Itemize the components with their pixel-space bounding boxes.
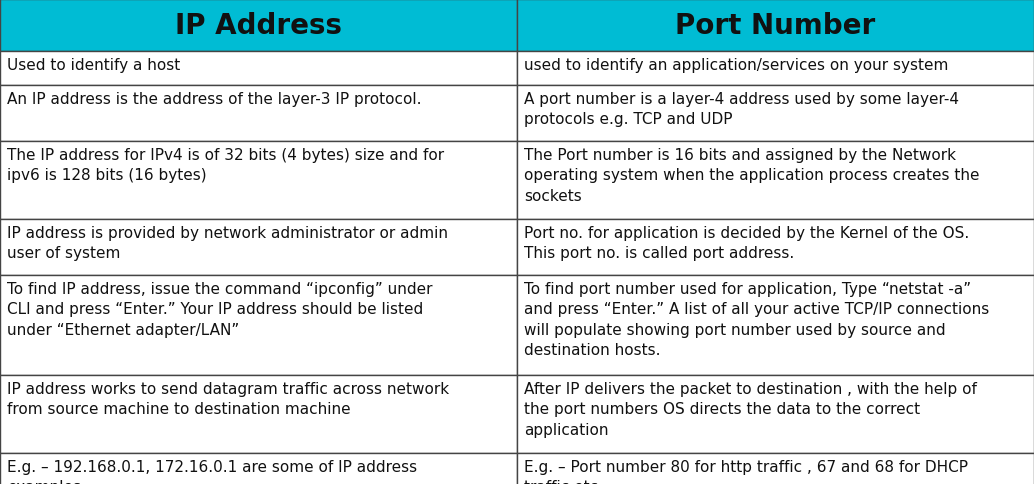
- Text: IP address works to send datagram traffic across network
from source machine to : IP address works to send datagram traffi…: [7, 381, 449, 417]
- Bar: [517, 0, 1034, 52]
- Text: IP Address: IP Address: [175, 12, 342, 40]
- Bar: [0, 375, 517, 453]
- Bar: [0, 453, 517, 484]
- Bar: [0, 86, 517, 142]
- Bar: [517, 52, 1034, 86]
- Text: A port number is a layer-4 address used by some layer-4
protocols e.g. TCP and U: A port number is a layer-4 address used …: [524, 92, 959, 127]
- Text: The Port number is 16 bits and assigned by the Network
operating system when the: The Port number is 16 bits and assigned …: [524, 148, 979, 203]
- Text: The IP address for IPv4 is of 32 bits (4 bytes) size and for
ipv6 is 128 bits (1: The IP address for IPv4 is of 32 bits (4…: [7, 148, 445, 183]
- Text: used to identify an application/services on your system: used to identify an application/services…: [524, 58, 948, 73]
- Text: E.g. – Port number 80 for http traffic , 67 and 68 for DHCP
traffic etc.: E.g. – Port number 80 for http traffic ,…: [524, 459, 968, 484]
- Bar: [0, 0, 517, 52]
- Bar: [0, 275, 517, 375]
- Bar: [0, 52, 517, 86]
- Bar: [517, 275, 1034, 375]
- Text: An IP address is the address of the layer-3 IP protocol.: An IP address is the address of the laye…: [7, 92, 422, 107]
- Bar: [0, 142, 517, 220]
- Text: Port Number: Port Number: [675, 12, 876, 40]
- Bar: [517, 453, 1034, 484]
- Text: Port no. for application is decided by the Kernel of the OS.
This port no. is ca: Port no. for application is decided by t…: [524, 226, 969, 261]
- Text: Used to identify a host: Used to identify a host: [7, 58, 180, 73]
- Bar: [517, 375, 1034, 453]
- Bar: [517, 86, 1034, 142]
- Text: E.g. – 192.168.0.1, 172.16.0.1 are some of IP address
examples.: E.g. – 192.168.0.1, 172.16.0.1 are some …: [7, 459, 417, 484]
- Text: IP address is provided by network administrator or admin
user of system: IP address is provided by network admini…: [7, 226, 448, 261]
- Text: To find port number used for application, Type “netstat -a”
and press “Enter.” A: To find port number used for application…: [524, 281, 990, 358]
- Bar: [517, 220, 1034, 275]
- Bar: [517, 142, 1034, 220]
- Text: To find IP address, issue the command “ipconfig” under
CLI and press “Enter.” Yo: To find IP address, issue the command “i…: [7, 281, 432, 337]
- Bar: [0, 220, 517, 275]
- Text: After IP delivers the packet to destination , with the help of
the port numbers : After IP delivers the packet to destinat…: [524, 381, 977, 437]
